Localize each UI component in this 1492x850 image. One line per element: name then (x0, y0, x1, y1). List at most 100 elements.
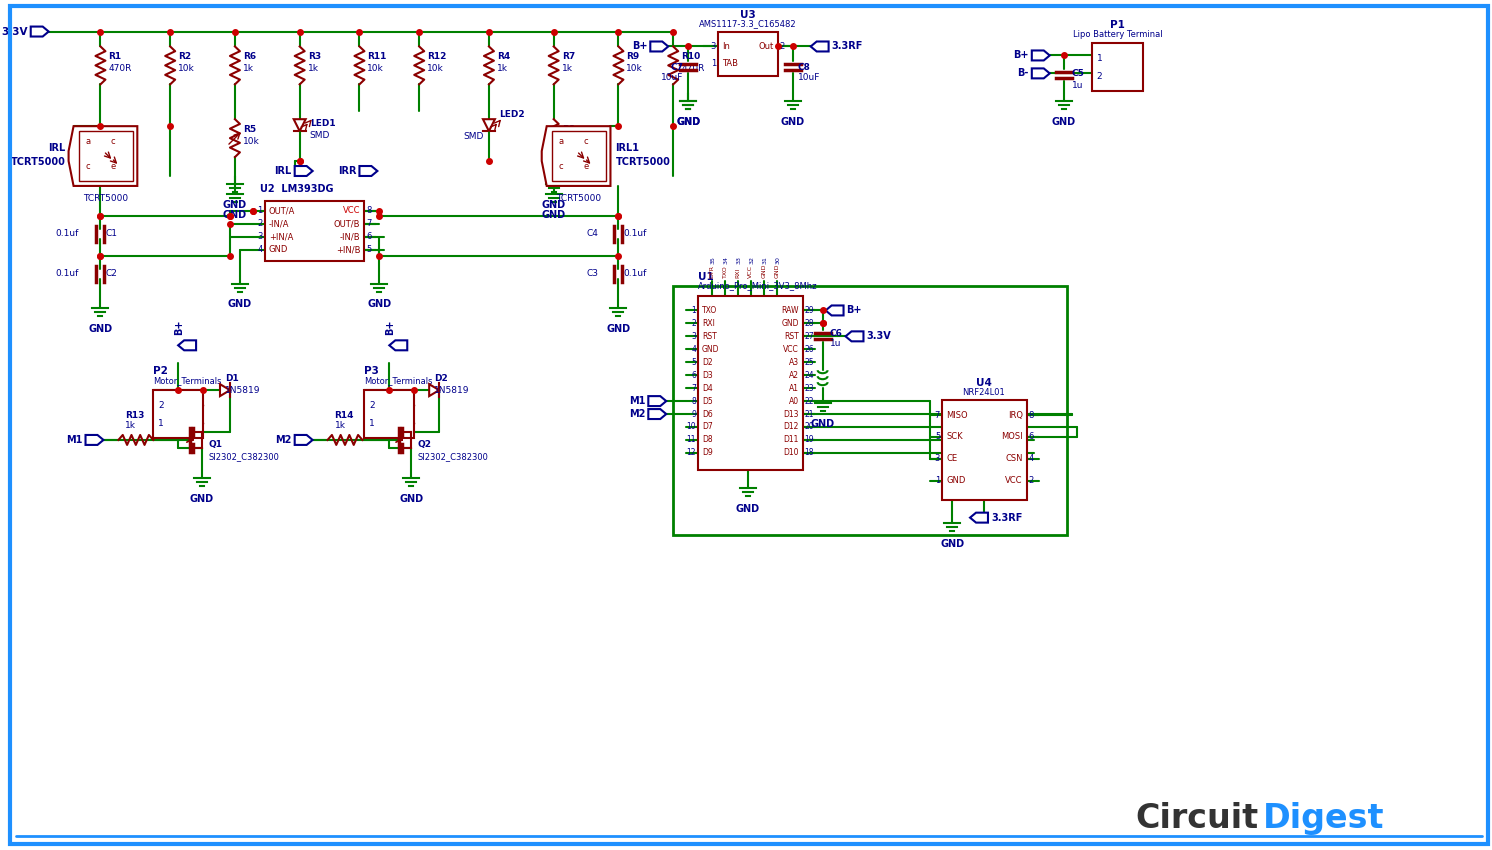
Text: 470R: 470R (682, 64, 704, 73)
Text: 10k: 10k (427, 64, 445, 73)
Text: 3: 3 (258, 232, 263, 241)
Text: Arduino_Pro_Mini_3V3_8Mhz: Arduino_Pro_Mini_3V3_8Mhz (698, 281, 818, 291)
Text: 7: 7 (367, 219, 372, 229)
Text: 2: 2 (158, 400, 164, 410)
Text: B+: B+ (631, 42, 648, 52)
Text: 11: 11 (686, 435, 697, 445)
Text: 470R: 470R (109, 64, 131, 73)
Text: 8: 8 (1029, 411, 1034, 420)
Bar (154, 390, 203, 438)
Polygon shape (825, 305, 843, 315)
Text: A1: A1 (789, 383, 798, 393)
Polygon shape (846, 332, 864, 342)
Polygon shape (970, 513, 988, 523)
Polygon shape (178, 340, 195, 350)
Text: 3.3RF: 3.3RF (991, 513, 1022, 523)
Text: GND: GND (269, 245, 288, 254)
Text: TCRT5000: TCRT5000 (615, 157, 670, 167)
Text: 2: 2 (1097, 72, 1103, 81)
Text: CSN: CSN (1006, 455, 1024, 463)
Text: 1k: 1k (243, 64, 254, 73)
Text: 33: 33 (737, 256, 742, 264)
Text: B+: B+ (385, 320, 395, 336)
Text: 35: 35 (710, 256, 716, 264)
Text: M2: M2 (630, 409, 646, 419)
Text: RST: RST (783, 332, 798, 341)
Text: 8: 8 (367, 207, 372, 215)
Text: +IN/B: +IN/B (336, 245, 361, 254)
Text: Circuit: Circuit (1135, 802, 1259, 835)
Bar (264, 201, 364, 261)
Polygon shape (360, 166, 377, 176)
Text: 31: 31 (762, 256, 767, 264)
Text: IRR: IRR (339, 166, 357, 176)
Text: GND: GND (606, 325, 631, 334)
Text: D8: D8 (703, 435, 713, 445)
Text: U1: U1 (698, 271, 713, 281)
Text: R3: R3 (307, 52, 321, 61)
Bar (552, 131, 606, 181)
Text: R5: R5 (243, 125, 257, 133)
Text: 25: 25 (804, 358, 815, 366)
Text: 10: 10 (686, 422, 697, 432)
Text: GND: GND (774, 264, 779, 278)
Text: 10k: 10k (561, 137, 579, 145)
Text: TCRT5000: TCRT5000 (84, 194, 128, 203)
Text: 3: 3 (691, 332, 697, 341)
Text: VCC: VCC (1006, 476, 1024, 485)
Text: IRQ: IRQ (1007, 411, 1024, 420)
Text: D11: D11 (783, 435, 798, 445)
Text: D12: D12 (783, 422, 798, 432)
Text: M2: M2 (276, 435, 292, 445)
Text: 26: 26 (804, 345, 815, 354)
Text: GND: GND (228, 299, 252, 309)
Text: D2: D2 (703, 358, 713, 366)
Text: 0.1uf: 0.1uf (624, 269, 648, 278)
Text: 1u: 1u (830, 339, 841, 348)
Text: -IN/A: -IN/A (269, 219, 289, 229)
Text: RST: RST (703, 332, 716, 341)
Text: D9: D9 (703, 449, 713, 457)
Text: Q1: Q1 (207, 440, 222, 450)
Text: 29: 29 (804, 306, 815, 315)
Text: C5: C5 (1071, 69, 1085, 78)
Text: R14: R14 (334, 411, 354, 420)
Text: 18: 18 (804, 449, 815, 457)
Text: R2: R2 (178, 52, 191, 61)
Text: 34: 34 (724, 256, 728, 264)
Text: +IN/A: +IN/A (269, 232, 292, 241)
Polygon shape (649, 409, 667, 419)
Text: 3.3V: 3.3V (867, 332, 891, 342)
Text: A0: A0 (789, 397, 798, 405)
Text: R6: R6 (243, 52, 257, 61)
Text: SMD: SMD (310, 131, 330, 139)
Text: GND: GND (400, 494, 424, 504)
Polygon shape (649, 396, 667, 406)
Text: D4: D4 (703, 383, 713, 393)
Text: 6: 6 (367, 232, 372, 241)
Text: SI2302_C382300: SI2302_C382300 (418, 452, 488, 462)
Text: B-: B- (1018, 68, 1029, 78)
Text: 1N5819: 1N5819 (434, 386, 470, 394)
Text: 8: 8 (691, 397, 697, 405)
Text: Motor_Terminals: Motor_Terminals (154, 377, 222, 385)
Bar (79, 131, 133, 181)
Text: GND: GND (676, 117, 700, 128)
Text: GND: GND (222, 200, 248, 210)
Polygon shape (85, 435, 103, 445)
Text: B+: B+ (175, 320, 184, 336)
Text: TCRT5000: TCRT5000 (557, 194, 601, 203)
Bar (1092, 43, 1143, 91)
Text: MISO: MISO (946, 411, 968, 420)
Text: Digest: Digest (1262, 802, 1385, 835)
Text: 1k: 1k (561, 64, 573, 73)
Text: c: c (85, 162, 90, 171)
Text: 1: 1 (1097, 54, 1103, 63)
Text: -IN/B: -IN/B (340, 232, 361, 241)
Polygon shape (295, 435, 313, 445)
Text: GND: GND (222, 210, 248, 220)
Text: 6: 6 (1029, 433, 1034, 441)
Text: 3.3RF: 3.3RF (831, 42, 862, 52)
Text: C7: C7 (670, 63, 683, 72)
Text: OUT/A: OUT/A (269, 207, 295, 215)
